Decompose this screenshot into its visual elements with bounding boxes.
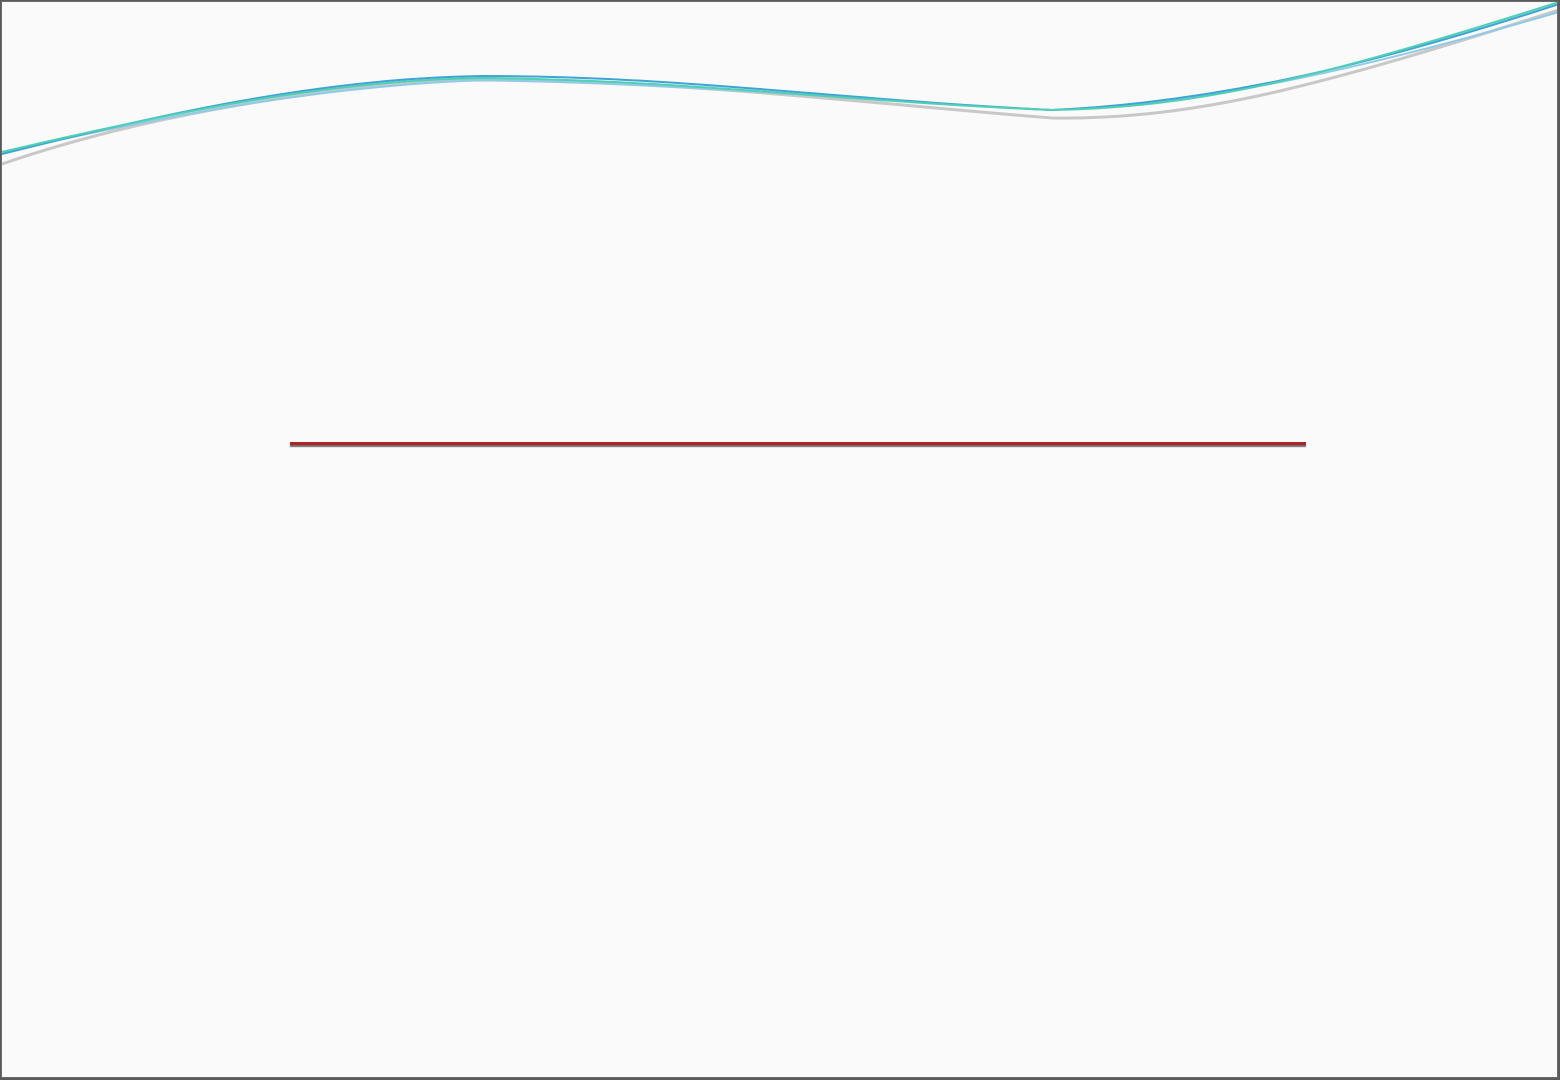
title-divider-rule bbox=[290, 442, 1306, 445]
wave-line-teal bbox=[2, 2, 1557, 153]
wave-line-gray bbox=[2, 9, 1557, 166]
wave-line-light-blue bbox=[2, 11, 1557, 153]
decorative-wave-lines bbox=[2, 2, 1557, 166]
